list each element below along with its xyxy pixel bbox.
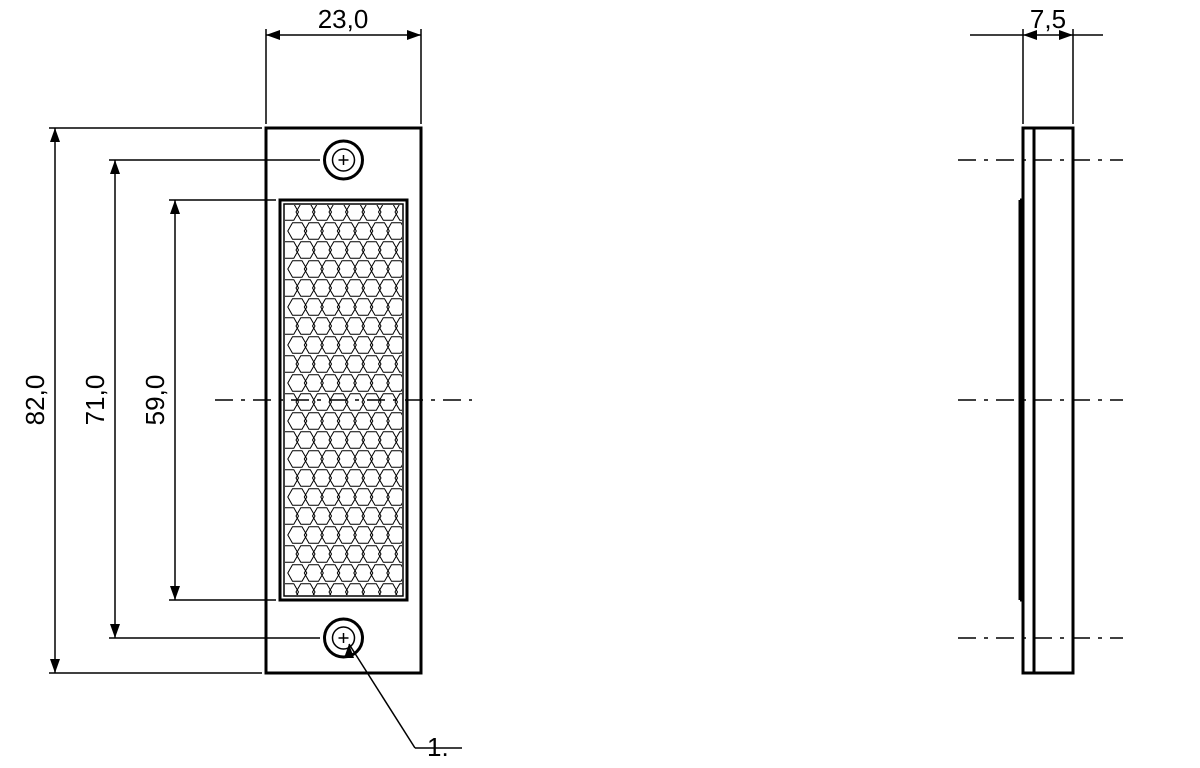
dim-width: 23,0 xyxy=(318,4,369,34)
dim-height-mid: 71,0 xyxy=(80,375,110,426)
front-view xyxy=(215,128,472,673)
dim-depth: 7,5 xyxy=(1030,4,1066,34)
callout-1-label: 1. xyxy=(427,732,449,762)
engineering-drawing: 23,0 7,5 82,0 71,0 59,0 1. xyxy=(0,0,1200,768)
side-view xyxy=(958,128,1123,673)
dim-height-outer: 82,0 xyxy=(20,375,50,426)
dim-height-inner: 59,0 xyxy=(140,375,170,426)
